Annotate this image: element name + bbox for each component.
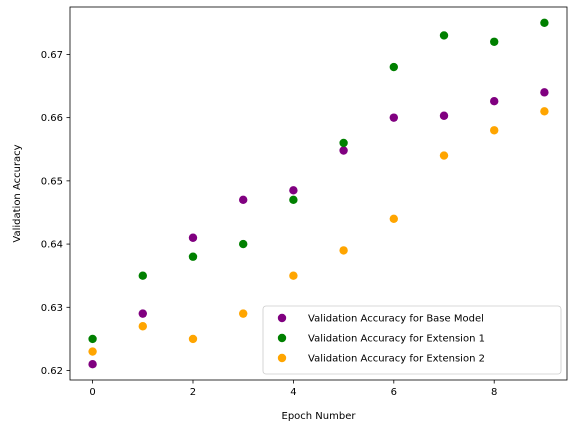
x-tick-label: 6 [391,387,397,398]
y-tick-label: 0.65 [41,176,63,187]
legend-marker-base-model [277,313,287,323]
legend-marker-extension-2 [277,353,287,363]
data-point [540,107,549,116]
data-point [439,111,449,120]
legend-label-extension-2: Validation Accuracy for Extension 2 [308,354,485,365]
data-point [389,113,398,122]
data-point [88,359,97,369]
data-point [490,97,499,106]
y-tick-label: 0.62 [41,366,63,377]
x-tick-label: 0 [89,387,95,398]
data-point [88,347,97,356]
data-point [389,62,398,72]
y-axis: 0.62 0.63 0.64 0.65 0.66 0.67 [41,50,70,377]
data-points [88,18,549,369]
data-point [138,271,147,280]
data-point [239,309,248,318]
data-point [138,309,147,318]
x-axis: 0 2 4 6 8 [89,380,497,398]
y-tick-label: 0.63 [41,303,63,314]
y-tick-label: 0.64 [41,240,63,251]
data-point [239,195,248,205]
data-point [339,246,348,255]
y-tick-label: 0.67 [41,50,63,61]
legend-label-base-model: Validation Accuracy for Base Model [308,314,484,325]
data-point [339,138,348,148]
x-axis-label: Epoch Number [282,411,357,422]
data-point [490,37,499,46]
data-point [289,271,298,280]
x-tick-label: 8 [491,387,497,398]
legend-box [262,305,562,375]
data-point [540,88,549,97]
data-point [289,186,298,195]
x-tick-label: 2 [190,387,196,398]
legend-marker-extension-1 [277,333,287,343]
data-point [188,334,198,344]
data-point [188,252,198,261]
y-tick-label: 0.66 [41,113,63,124]
data-point [540,18,549,28]
legend: Validation Accuracy for Base Model Valid… [262,305,562,375]
y-axis-label: Validation Accuracy [12,144,23,242]
x-tick-label: 4 [290,387,296,398]
data-point [289,195,298,205]
data-point [339,146,348,155]
data-point [439,31,449,40]
legend-label-extension-1: Validation Accuracy for Extension 1 [308,334,485,345]
data-point [439,151,449,160]
data-point [490,126,499,135]
data-point [138,322,147,331]
plot-frame [69,6,568,381]
data-point [188,233,198,242]
data-point [389,214,398,223]
data-point [239,239,248,249]
data-point [88,334,97,344]
